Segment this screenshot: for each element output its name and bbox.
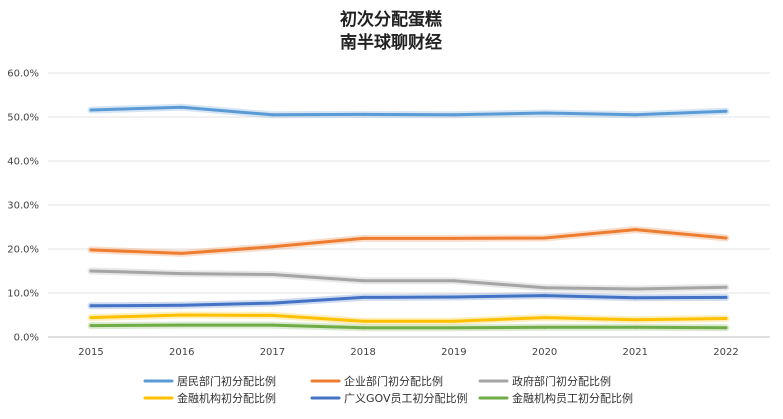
series-line-glow: [87, 226, 730, 257]
gridlines: [48, 72, 770, 338]
y-tick-label: 50.0%: [7, 113, 39, 124]
data-point: [633, 318, 637, 322]
data-point: [452, 236, 456, 240]
series-group: [87, 292, 730, 310]
series-group: [87, 226, 730, 257]
data-point: [270, 301, 274, 305]
data-point: [452, 319, 456, 323]
legend-label: 金融机构初分配比例: [177, 391, 276, 405]
series-group: [87, 267, 730, 293]
legend-item[interactable]: 广义GOV员工初分配比例: [310, 391, 468, 405]
data-point: [724, 295, 728, 299]
data-point: [361, 279, 365, 283]
data-point: [270, 323, 274, 327]
data-point: [452, 113, 456, 117]
data-point: [89, 304, 93, 308]
y-tick-label: 20.0%: [7, 245, 39, 256]
data-point: [89, 269, 93, 273]
x-tick-label: 2015: [78, 347, 103, 358]
y-tick-label: 10.0%: [7, 289, 39, 300]
data-point: [361, 112, 365, 116]
data-point: [633, 296, 637, 300]
y-tick-label: 40.0%: [7, 157, 39, 168]
legend-label: 广义GOV员工初分配比例: [344, 391, 468, 405]
data-point: [543, 236, 547, 240]
data-point: [633, 325, 637, 329]
data-point: [452, 326, 456, 330]
data-point: [270, 245, 274, 249]
series-line: [89, 105, 728, 117]
series-line: [89, 313, 728, 323]
series-group: [87, 311, 730, 325]
data-point: [724, 109, 728, 113]
data-point: [180, 272, 184, 276]
data-point: [89, 324, 93, 328]
legend-label: 居民部门初分配比例: [177, 374, 276, 388]
x-tick-label: 2018: [350, 347, 375, 358]
legend-item[interactable]: 居民部门初分配比例: [143, 374, 276, 388]
data-point: [543, 294, 547, 298]
series-line: [89, 269, 728, 291]
y-tick-label: 30.0%: [7, 201, 39, 212]
data-point: [452, 279, 456, 283]
series-line: [89, 323, 728, 330]
series-group: [87, 321, 730, 332]
x-tick-label: 2022: [713, 347, 738, 358]
data-point: [270, 273, 274, 277]
series-lines: [87, 103, 730, 332]
x-tick-label: 2021: [623, 347, 648, 358]
data-point: [633, 287, 637, 291]
y-axis: 0.0% 10.0% 20.0% 30.0% 40.0% 50.0% 60.0%: [7, 69, 39, 344]
data-point: [633, 228, 637, 232]
data-point: [361, 295, 365, 299]
legend-item[interactable]: 政府部门初分配比例: [478, 374, 611, 388]
data-point: [89, 108, 93, 112]
data-point: [361, 326, 365, 330]
data-point: [180, 105, 184, 109]
chart-subtitle: 南半球聊财经: [340, 32, 442, 53]
data-point: [89, 316, 93, 320]
data-point: [724, 326, 728, 330]
data-point: [270, 113, 274, 117]
data-point: [270, 313, 274, 317]
legend-label: 金融机构员工初分配比例: [512, 391, 633, 405]
data-point: [724, 236, 728, 240]
data-point: [543, 325, 547, 329]
series-line: [89, 294, 728, 308]
data-point: [361, 319, 365, 323]
data-point: [180, 313, 184, 317]
data-point: [724, 285, 728, 289]
data-point: [633, 113, 637, 117]
x-tick-label: 2016: [169, 347, 194, 358]
legend-item[interactable]: 金融机构初分配比例: [143, 391, 276, 405]
series-group: [87, 103, 730, 119]
legend-item[interactable]: 企业部门初分配比例: [310, 374, 443, 388]
x-tick-label: 2020: [532, 347, 557, 358]
series-line: [89, 228, 728, 255]
data-point: [724, 317, 728, 321]
data-point: [543, 316, 547, 320]
data-point: [89, 248, 93, 252]
y-tick-label: 0.0%: [14, 333, 39, 344]
chart-title: 初次分配蛋糕: [340, 9, 442, 30]
x-tick-label: 2019: [441, 347, 466, 358]
data-point: [180, 323, 184, 327]
data-point: [361, 236, 365, 240]
legend-item[interactable]: 金融机构员工初分配比例: [478, 391, 633, 405]
data-point: [543, 286, 547, 290]
legend-label: 政府部门初分配比例: [512, 374, 611, 388]
x-axis: 2015 2016 2017 2018 2019 2020 2021 2022: [78, 347, 738, 358]
y-tick-label: 60.0%: [7, 69, 39, 80]
data-point: [180, 251, 184, 255]
legend-label: 企业部门初分配比例: [344, 374, 443, 388]
data-point: [543, 111, 547, 115]
x-tick-label: 2017: [260, 347, 285, 358]
data-point: [180, 303, 184, 307]
data-point: [452, 295, 456, 299]
